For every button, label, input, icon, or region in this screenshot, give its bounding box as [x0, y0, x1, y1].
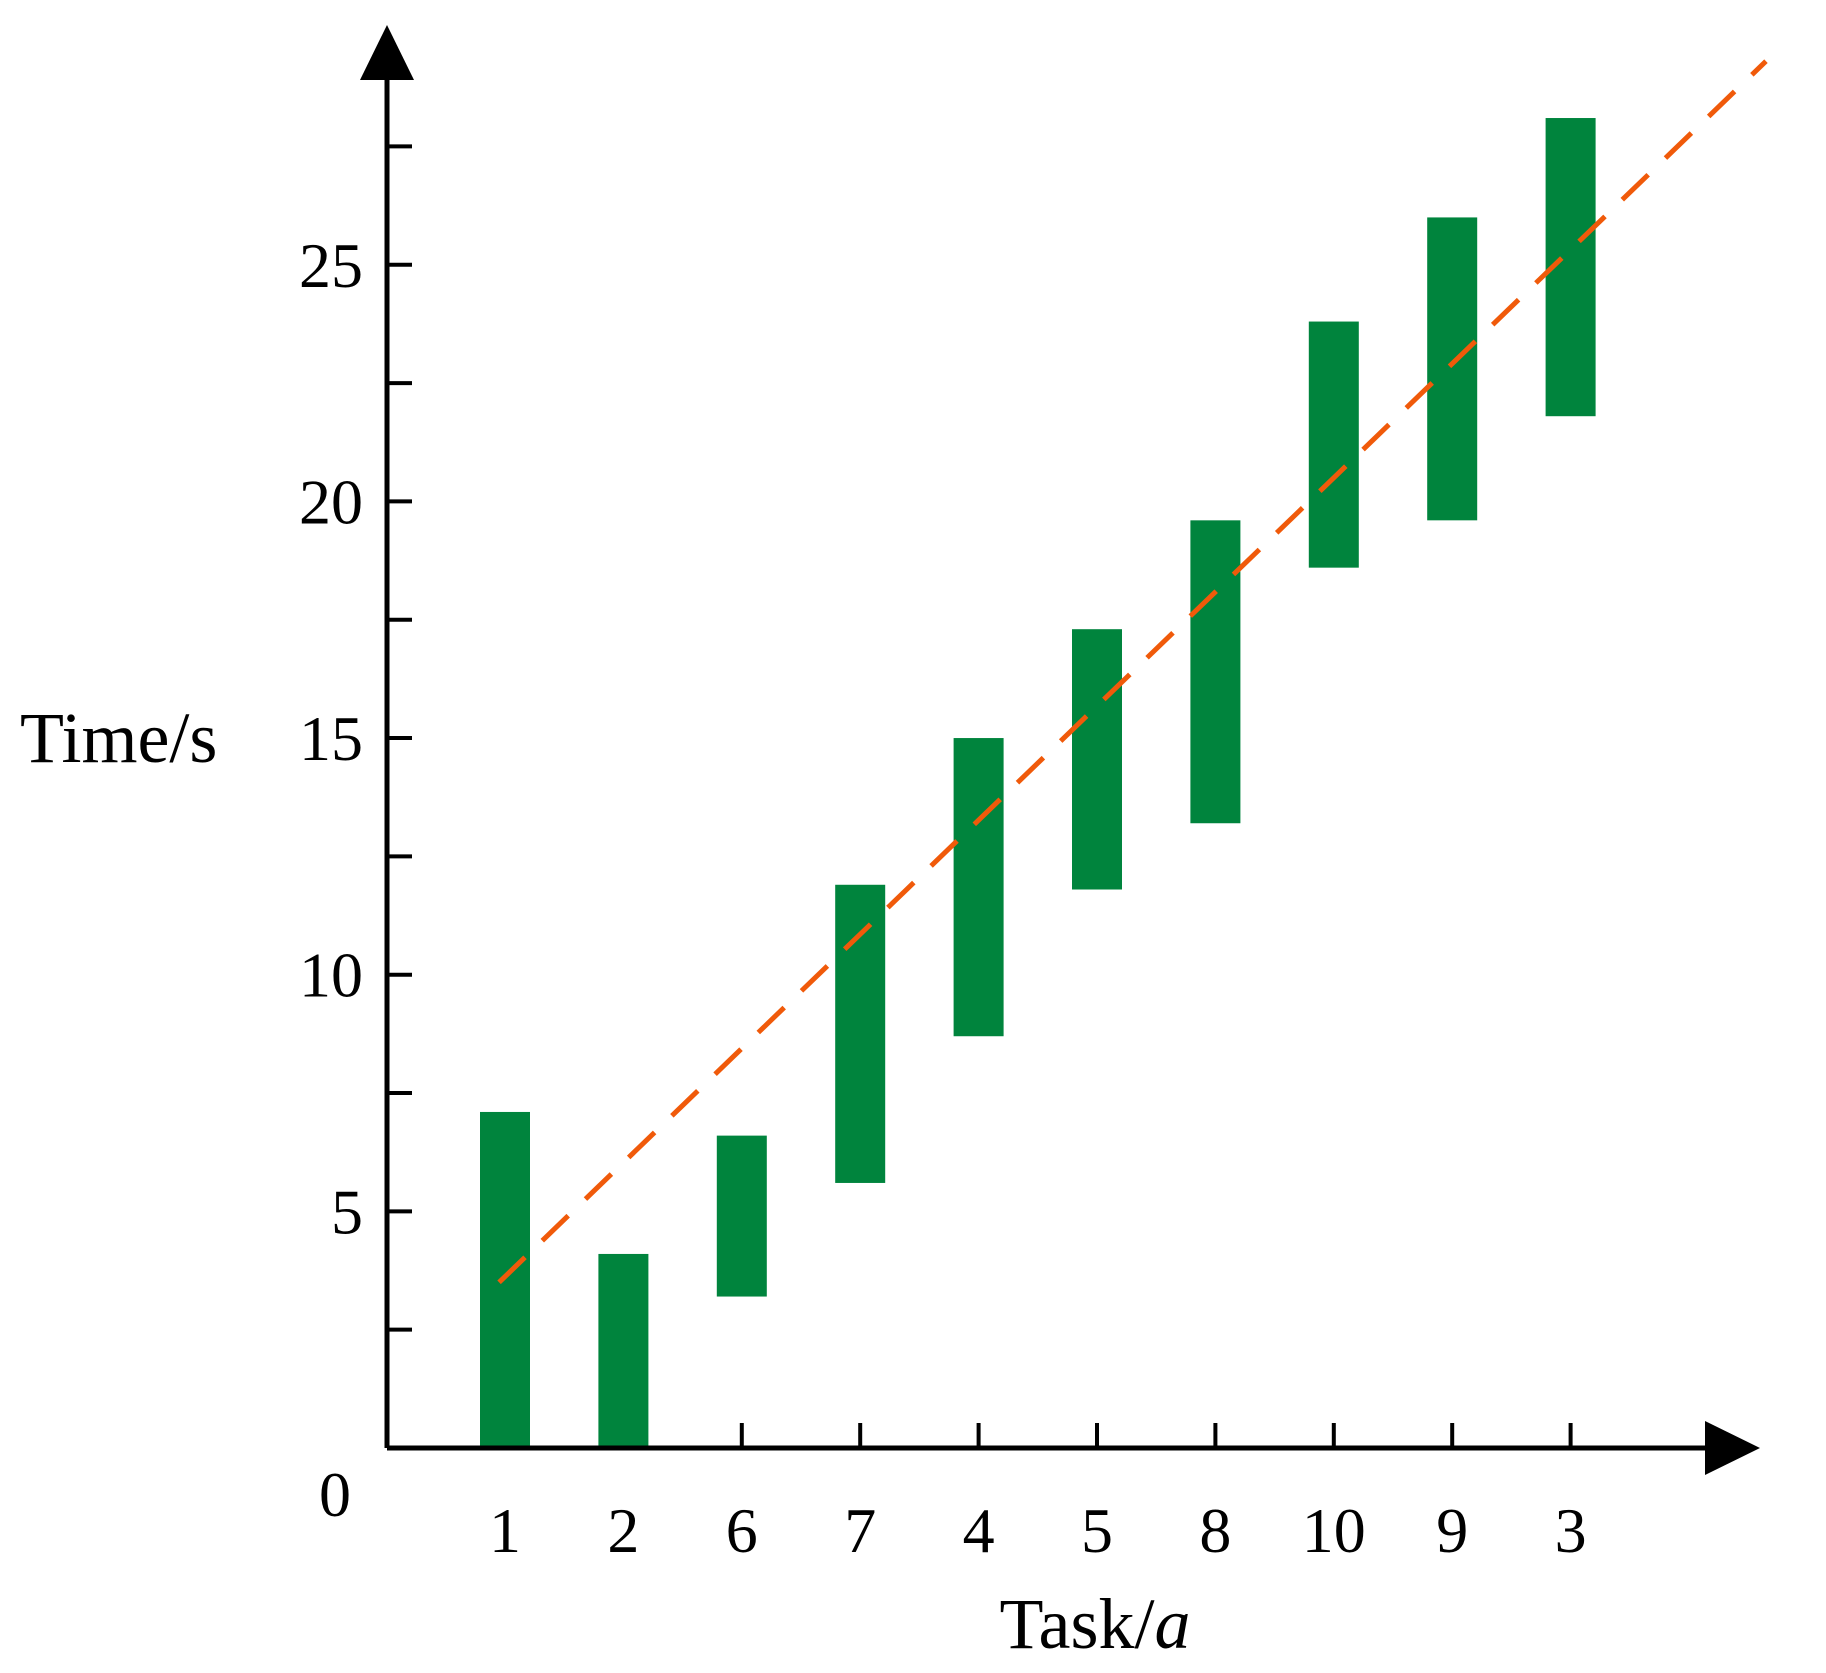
- ticks: 5 10 15 20 25 1 2 6 7 4 5 8 10 9 3: [299, 144, 1587, 1566]
- y-tick-label-20: 20: [299, 466, 363, 537]
- x-axis-title: Task/a: [1000, 1584, 1191, 1664]
- y-axis-arrow: [360, 25, 414, 80]
- bar-task-2: [598, 1253, 649, 1448]
- y-tick-label-10: 10: [299, 940, 363, 1011]
- origin-label: 0: [319, 1459, 351, 1530]
- x-tick-label-8: 8: [1199, 1495, 1231, 1566]
- bars: [480, 118, 1596, 1448]
- x-tick-label-10: 10: [1302, 1495, 1366, 1566]
- x-tick-label-5: 5: [1081, 1495, 1113, 1566]
- axes: [360, 25, 1760, 1475]
- x-tick-label-4: 4: [963, 1495, 995, 1566]
- x-tick-label-9: 9: [1436, 1495, 1468, 1566]
- bar-task-7: [835, 884, 886, 1183]
- x-tick-label-7: 7: [844, 1495, 876, 1566]
- labels: 0 Time/s Task/a: [20, 698, 1190, 1664]
- x-axis-title-italic: a: [1154, 1584, 1190, 1664]
- x-tick-label-2: 2: [607, 1495, 639, 1566]
- y-axis-title: Time/s: [20, 698, 217, 778]
- y-tick-label-25: 25: [299, 230, 363, 301]
- trendline-layer: [497, 59, 1768, 1285]
- x-axis-title-text: Task/: [1000, 1584, 1155, 1664]
- bar-task-5: [1072, 629, 1122, 890]
- bar-task-8: [1190, 520, 1241, 824]
- y-tick-label-5: 5: [331, 1176, 363, 1247]
- bar-task-9: [1427, 217, 1478, 521]
- bar-task-10: [1308, 321, 1359, 568]
- x-tick-label-1: 1: [489, 1495, 521, 1566]
- x-axis-arrow: [1705, 1421, 1760, 1475]
- trendline: [497, 59, 1768, 1285]
- x-tick-label-6: 6: [726, 1495, 758, 1566]
- x-tick-label-3: 3: [1555, 1495, 1587, 1566]
- y-tick-label-15: 15: [299, 703, 363, 774]
- bar-task-6: [716, 1135, 767, 1297]
- bar-task-4: [953, 738, 1004, 1037]
